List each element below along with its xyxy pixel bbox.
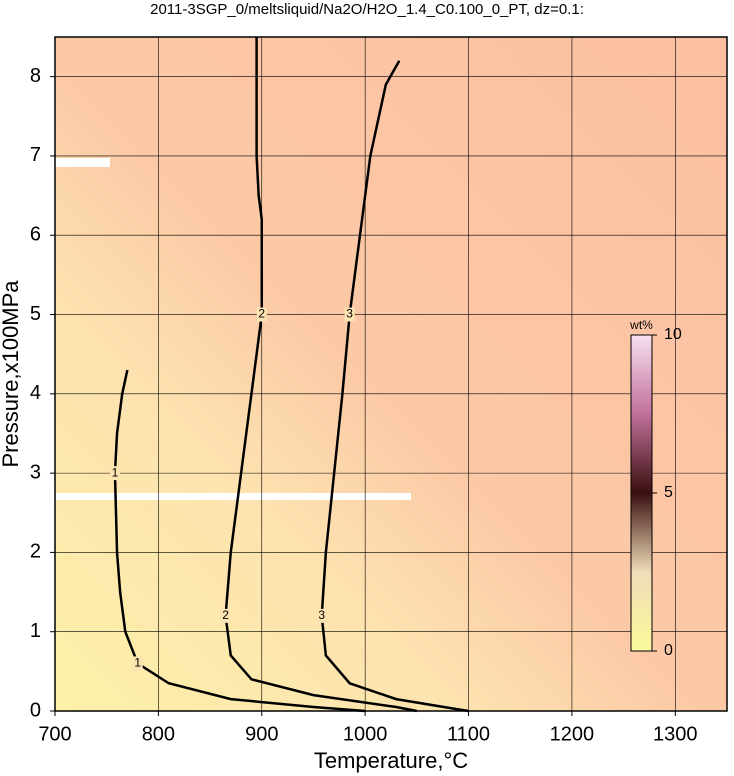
y-tick-label: 4: [30, 382, 41, 404]
x-tick-label: 800: [142, 723, 175, 745]
contour-label: 2: [222, 608, 229, 622]
contour-label: 1: [134, 656, 141, 670]
y-tick-label: 1: [30, 620, 41, 642]
y-axis-label: Pressure,x100MPa: [0, 280, 23, 468]
contour-label: 1: [112, 465, 119, 479]
data-gap: [55, 158, 110, 167]
y-tick-label: 3: [30, 461, 41, 483]
colorbar-label: wt%: [629, 318, 653, 332]
contour-label-bg: [256, 307, 267, 322]
plot-background: [55, 37, 727, 711]
x-tick-label: 1200: [550, 723, 595, 745]
x-tick-label: 900: [245, 723, 278, 745]
x-tick-label: 1100: [447, 723, 490, 745]
chart-title: 2011-3SGP_0/meltsliquid/Na2O/H2O_1.4_C0.…: [150, 1, 584, 18]
x-tick-label: 1300: [653, 723, 698, 745]
contour-label-bg: [316, 608, 327, 623]
colorbar: [630, 334, 653, 652]
contour-label-bg: [109, 466, 120, 481]
contour-line: [320, 60, 469, 713]
colorbar-tick-label: 5: [664, 484, 673, 501]
contour-label-bg: [132, 656, 143, 671]
contour-line: [113, 369, 366, 713]
y-tick-label: 8: [30, 65, 41, 87]
y-tick-label: 2: [30, 541, 41, 563]
contour-label: 2: [258, 307, 265, 321]
plot-frame: [54, 36, 728, 712]
y-tick-label: 7: [30, 144, 41, 166]
x-axis-label: Temperature,°C: [314, 748, 468, 773]
contour-label-bg: [220, 608, 231, 623]
y-tick-label: 5: [30, 303, 41, 325]
y-tick-label: 0: [30, 699, 41, 721]
colorbar-tick-label: 0: [664, 642, 673, 659]
y-tick-label: 6: [30, 224, 41, 246]
x-tick-label: 700: [38, 723, 71, 745]
x-tick-label: 1000: [343, 723, 388, 745]
contour-label: 3: [318, 608, 325, 622]
contour-label: 3: [346, 307, 353, 321]
data-gap: [55, 493, 411, 500]
contour-label-bg: [344, 307, 355, 322]
contour-line: [224, 37, 418, 713]
colorbar-tick-label: 10: [664, 326, 682, 343]
